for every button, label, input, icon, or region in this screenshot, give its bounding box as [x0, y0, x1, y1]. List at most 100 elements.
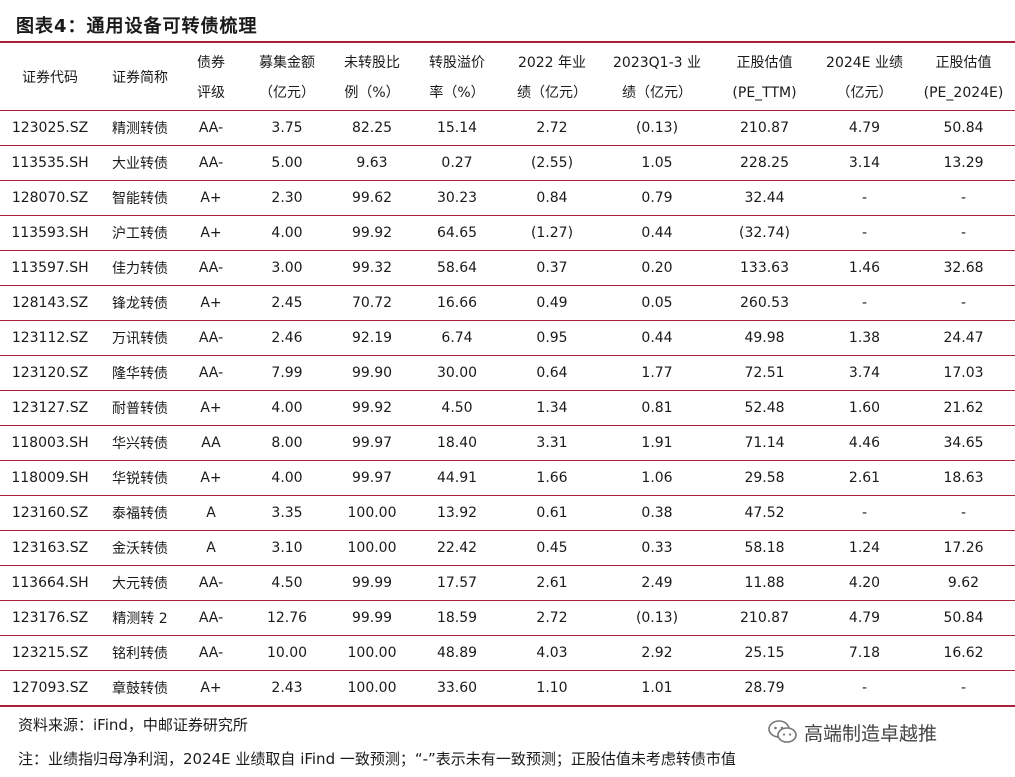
cell-rating: AA- [180, 110, 242, 146]
cell-rating: AA- [180, 355, 242, 391]
header-2022: 2022 年业 绩（亿元） [502, 46, 602, 111]
cell-earnings-2024e: 7.18 [817, 635, 912, 671]
footnote: 注：业绩指归母净利润，2024E 业绩取自 iFind 一致预测；“-”表示未有… [18, 750, 736, 768]
cell-earnings-2022: 2.61 [502, 565, 602, 601]
cell-pe-ttm: 260.53 [712, 285, 817, 321]
cell-rating: A+ [180, 215, 242, 251]
cell-rating: AA- [180, 600, 242, 636]
cell-premium: 15.14 [412, 110, 502, 146]
cell-pe-ttm: 210.87 [712, 110, 817, 146]
cell-pe-ttm: 71.14 [712, 425, 817, 461]
cell-earnings-2023q13: 0.33 [602, 530, 712, 566]
cell-name: 金沃转债 [100, 530, 180, 566]
cell-pe-2024e: 34.65 [912, 425, 1015, 461]
table-row: 123160.SZ 泰福转债 A 3.35 100.00 13.92 0.61 0.38 47.… [0, 495, 1015, 531]
table-body: 123025.SZ 精测转债 AA- 3.75 82.25 15.14 2.72 (0.13)… [0, 110, 1015, 707]
cell-premium: 18.40 [412, 425, 502, 461]
table-row: 113593.SH 沪工转债 A+ 4.00 99.92 64.65 (1.27) 0.44(… [0, 215, 1015, 251]
table-row: 128143.SZ 锋龙转债 A+ 2.45 70.72 16.66 0.49 0.05 260… [0, 285, 1015, 321]
cell-earnings-2022: 4.03 [502, 635, 602, 671]
cell-pe-2024e: 17.03 [912, 355, 1015, 391]
cell-pe-2024e: 16.62 [912, 635, 1015, 671]
cell-earnings-2024e: 1.38 [817, 320, 912, 356]
cell-premium: 30.00 [412, 355, 502, 391]
cell-name: 锋龙转债 [100, 285, 180, 321]
cell-name: 铭利转债 [100, 635, 180, 671]
cell-name: 万讯转债 [100, 320, 180, 356]
cell-unconverted: 100.00 [332, 530, 412, 566]
cell-unconverted: 99.92 [332, 215, 412, 251]
cell-amount: 2.43 [242, 670, 332, 707]
cell-premium: 33.60 [412, 670, 502, 707]
cell-premium: 0.27 [412, 145, 502, 181]
cell-code: 118003.SH [0, 425, 100, 461]
cell-code: 118009.SH [0, 460, 100, 496]
cell-pe-ttm: 72.51 [712, 355, 817, 391]
cell-rating: A [180, 530, 242, 566]
cell-name: 精测转债 [100, 110, 180, 146]
cell-code: 113535.SH [0, 145, 100, 181]
cell-name: 沪工转债 [100, 215, 180, 251]
cell-rating: A+ [180, 670, 242, 707]
cell-code: 123215.SZ [0, 635, 100, 671]
cell-code: 123163.SZ [0, 530, 100, 566]
cell-name: 佳力转债 [100, 250, 180, 286]
cell-premium: 58.64 [412, 250, 502, 286]
cell-amount: 4.00 [242, 460, 332, 496]
cell-earnings-2023q13: 0.44 [602, 320, 712, 356]
cell-name: 泰福转债 [100, 495, 180, 531]
cell-earnings-2023q13: 2.92 [602, 635, 712, 671]
cell-pe-ttm: 32.44 [712, 180, 817, 216]
cell-name: 大元转债 [100, 565, 180, 601]
cell-pe-ttm: 29.58 [712, 460, 817, 496]
title-bar: 图表4：通用设备可转债梳理 [0, 0, 1015, 44]
cell-earnings-2023q13: 1.91 [602, 425, 712, 461]
cell-earnings-2023q13: 0.79 [602, 180, 712, 216]
cell-pe-ttm: 133.63 [712, 250, 817, 286]
table-row: 123127.SZ 耐普转债 A+ 4.00 99.92 4.50 1.34 0.81 52.4… [0, 390, 1015, 426]
cell-unconverted: 70.72 [332, 285, 412, 321]
cell-unconverted: 99.97 [332, 460, 412, 496]
header-2023q13: 2023Q1-3 业绩（亿元） [602, 46, 712, 111]
cell-pe-2024e: - [912, 285, 1015, 321]
cell-amount: 8.00 [242, 425, 332, 461]
table-row: 123176.SZ 精测转 2 AA- 12.76 99.99 18.59 2.72 (0.1… [0, 600, 1015, 636]
cell-rating: A+ [180, 180, 242, 216]
cell-earnings-2023q13: 1.77 [602, 355, 712, 391]
cell-earnings-2022: 0.37 [502, 250, 602, 286]
cell-pe-2024e: - [912, 495, 1015, 531]
table-row: 113535.SH 大业转债 AA- 5.00 9.63 0.27 (2.55) 1.05 22… [0, 145, 1015, 181]
table-row: 123025.SZ 精测转债 AA- 3.75 82.25 15.14 2.72 (0.13)… [0, 110, 1015, 146]
cell-amount: 3.00 [242, 250, 332, 286]
cell-earnings-2024e: - [817, 495, 912, 531]
cell-code: 127093.SZ [0, 670, 100, 707]
cell-earnings-2024e: 4.79 [817, 110, 912, 146]
watermark-text: 高端制造卓越推 [804, 722, 938, 745]
table-row: 123120.SZ 隆华转债 AA- 7.99 99.90 30.00 0.64 1.77 72… [0, 355, 1015, 391]
cell-rating: A+ [180, 390, 242, 426]
cell-pe-ttm: 25.15 [712, 635, 817, 671]
table-row: 118003.SH 华兴转债 AA 8.00 99.97 18.40 3.31 1.91 71.… [0, 425, 1015, 461]
cell-unconverted: 99.90 [332, 355, 412, 391]
cell-earnings-2023q13: 0.44 [602, 215, 712, 251]
header-2024e: 2024E 业绩 （亿元） [817, 46, 912, 111]
cell-premium: 30.23 [412, 180, 502, 216]
cell-earnings-2023q13: 1.06 [602, 460, 712, 496]
cell-code: 123120.SZ [0, 355, 100, 391]
cell-premium: 17.57 [412, 565, 502, 601]
cell-premium: 44.91 [412, 460, 502, 496]
cell-name: 智能转债 [100, 180, 180, 216]
cell-earnings-2024e: 4.20 [817, 565, 912, 601]
cell-amount: 4.00 [242, 390, 332, 426]
cell-name: 华兴转债 [100, 425, 180, 461]
cell-code: 123176.SZ [0, 600, 100, 636]
cell-amount: 12.76 [242, 600, 332, 636]
cell-earnings-2023q13: 0.05 [602, 285, 712, 321]
cell-earnings-2022: 3.31 [502, 425, 602, 461]
cell-earnings-2024e: 3.14 [817, 145, 912, 181]
cell-unconverted: 99.92 [332, 390, 412, 426]
cell-name: 耐普转债 [100, 390, 180, 426]
cell-premium: 6.74 [412, 320, 502, 356]
wechat-icon [768, 720, 797, 743]
cell-earnings-2022: 0.61 [502, 495, 602, 531]
